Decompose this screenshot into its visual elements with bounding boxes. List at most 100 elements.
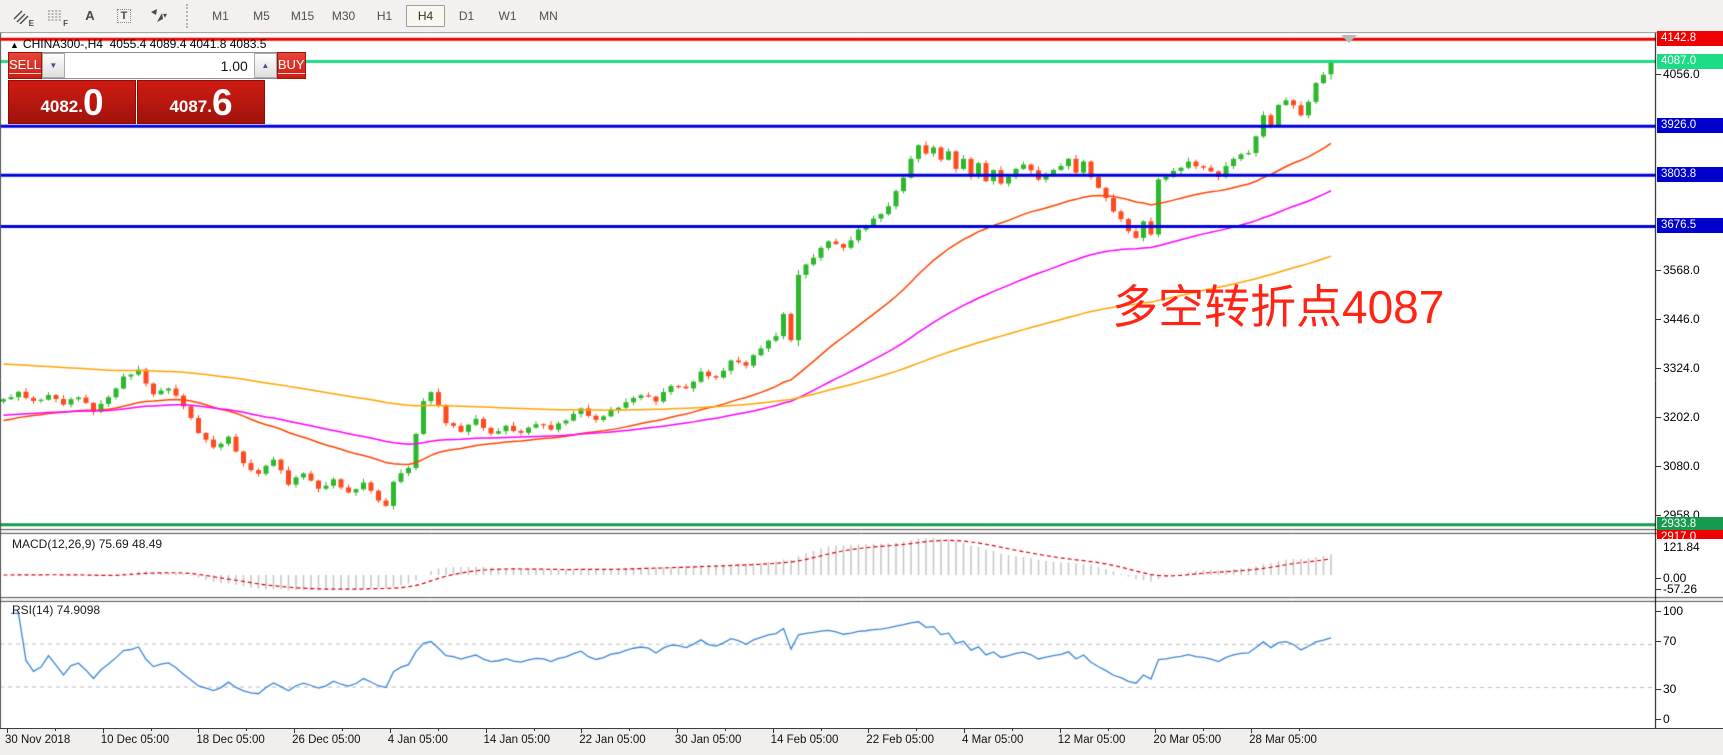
object-anchor-marker-icon[interactable] [1341,35,1357,43]
sell-price-main: 4082. [40,97,83,116]
price-badge-4142.8: 4142.8 [1657,31,1723,47]
time-tick-minor [1299,729,1301,731]
time-label: 22 Jan 05:00 [579,734,646,746]
time-tick-major [1059,729,1061,733]
symbol-title: CHINA300-,H4 [22,37,103,51]
time-label: 4 Mar 05:00 [962,734,1024,746]
time-tick-major [7,729,8,733]
price-badge-2933.8: 2933.8 [1657,516,1723,532]
buy-price-pip: 6 [211,82,233,123]
chart-header: ▲ CHINA300-,H4 4055.4 4089.4 4041.8 4083.… [10,37,266,51]
rsi-scale-label: 70 [1663,634,1677,648]
time-tick-minor [246,729,248,731]
time-tick-minor [533,729,535,731]
rsi-scale-dash [1656,719,1661,720]
time-tick-major [772,729,774,733]
rsi-scale-dash [1656,689,1661,690]
price-badge-3926.0: 3926.0 [1657,118,1723,134]
price-tick-dash [1656,270,1661,272]
rsi-scale-label: 100 [1663,604,1684,618]
time-tick-minor [629,729,631,731]
price-tick-dash [1656,515,1661,516]
buy-button[interactable]: BUY [276,52,306,79]
price-tick-dash [1656,74,1661,76]
time-label: 12 Mar 05:00 [1057,734,1126,746]
price-tick-label: 3324.0 [1663,361,1700,375]
rsi-scale-label: 0 [1663,712,1670,726]
time-label: 26 Dec 05:00 [292,734,361,746]
timeframe-m1[interactable]: M1 [212,8,229,23]
time-label: 28 Mar 05:00 [1249,734,1317,746]
timeframe-m30[interactable]: M30 [331,8,356,23]
time-tick-major [294,729,296,733]
time-tick-minor [1012,729,1013,731]
volume-increase-button[interactable]: ▲ [253,53,277,78]
toolbar: E F A T ▾ M1 M5 M15 M30 H1 H4 D1 W1 MN [0,0,1723,32]
time-label: 30 Jan 05:00 [674,734,742,746]
price-tick-label: 4056.0 [1663,67,1700,82]
time-tick-minor [1203,729,1205,731]
macd-indicator-label: MACD(12,26,9) 75.69 48.49 [12,537,163,551]
line-studies-toolbar: E F A T ▾ [0,4,172,28]
time-tick-major [1251,729,1253,733]
time-label: 10 Dec 05:00 [100,734,170,746]
rsi-indicator-label: RSI(14) 74.9098 [12,603,101,617]
time-label: 22 Feb 05:00 [866,734,935,746]
timeframe-d1[interactable]: D1 [458,8,475,23]
sell-price-pip: 0 [82,82,104,123]
macd-scale-dash [1656,589,1661,590]
text-label-icon[interactable]: A [85,8,95,23]
rsi-scale-dash [1656,641,1661,642]
fibonacci-icon[interactable]: F [42,4,70,28]
time-tick-major [868,729,870,733]
chevron-down-icon[interactable]: ▾ [162,11,167,20]
timeframe-h4[interactable]: H4 [406,4,445,27]
timeframe-w1[interactable]: W1 [498,8,517,23]
buy-price-box[interactable]: 4087. 6 [137,80,265,124]
price-tick-label: 3202.0 [1663,410,1700,424]
time-tick-minor [150,729,152,731]
macd-scale-label: 0.00 [1663,571,1687,585]
toolbar-grip[interactable] [186,3,193,28]
price-tick-dash [1656,319,1661,321]
price-tick-dash [1656,368,1661,369]
price-badge-3803.8: 3803.8 [1657,167,1723,183]
timeframe-m5[interactable]: M5 [253,8,270,23]
text-box-icon[interactable]: T [110,4,138,28]
volume-decrease-button[interactable]: ▼ [41,53,65,78]
time-label: 20 Mar 05:00 [1153,734,1222,746]
equidistant-channel-icon[interactable]: E [8,4,36,28]
ohlc-values: 4055.4 4089.4 4041.8 4083.5 [109,37,267,51]
sell-price-box[interactable]: 4082. 0 [8,80,136,124]
price-tick-label: 3446.0 [1663,312,1700,327]
chart-area [0,31,1723,755]
time-tick-minor [55,729,56,731]
collapse-triangle-icon[interactable]: ▲ [10,40,19,50]
price-badge-3676.5: 3676.5 [1657,218,1723,234]
sell-button[interactable]: SELL [8,52,42,79]
price-tick-label: 3080.0 [1663,459,1700,473]
chart-text-annotation: 多空转折点4087 [1112,281,1445,333]
buy-price-main: 4087. [169,97,212,116]
price-tick-dash [1656,466,1661,467]
time-label: 14 Feb 05:00 [770,734,839,746]
time-tick-major [676,729,678,733]
time-tick-major [485,729,487,733]
price-tick-label: 3568.0 [1663,263,1700,278]
timeframe-h1[interactable]: H1 [376,8,393,23]
macd-scale-dash [1656,578,1661,579]
timeframe-mn[interactable]: MN [539,8,558,23]
volume-input[interactable] [64,53,254,78]
price-badge-4087.0: 4087.0 [1657,53,1723,69]
time-tick-major [1155,729,1157,733]
macd-scale-label: 121.84 [1663,540,1700,554]
price-chart-canvas[interactable] [0,31,1723,755]
time-tick-minor [724,729,726,731]
timeframe-m15[interactable]: M15 [290,8,315,23]
arrow-objects-icon[interactable]: ▾ [144,4,172,28]
time-label: 30 Nov 2018 [5,734,71,746]
volume-spinner: ▼ ▲ [41,52,277,79]
rsi-scale-label: 30 [1663,682,1677,696]
time-tick-minor [820,729,822,731]
